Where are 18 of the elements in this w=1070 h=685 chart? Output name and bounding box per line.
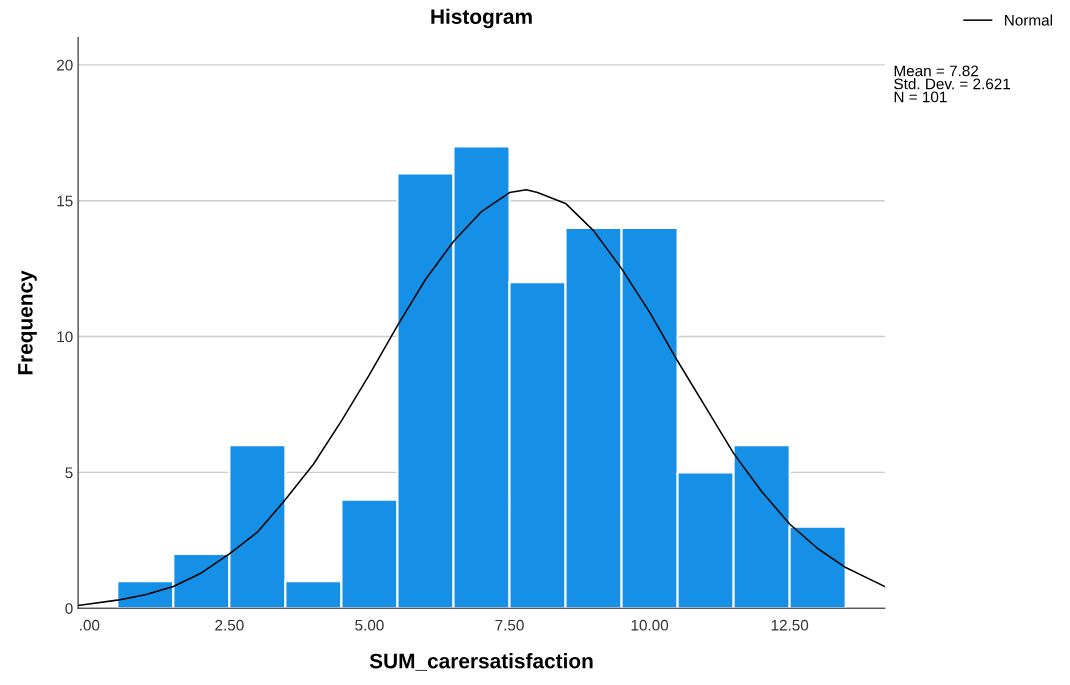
x-tick-label: 5.00	[355, 619, 384, 631]
text: Mean = 7.82	[894, 65, 979, 77]
x-tick-label: 2.50	[215, 619, 244, 631]
y-tick-label: 5	[65, 467, 73, 479]
x-tick-label: 7.50	[495, 619, 524, 631]
x-axis-title: SUM_carersatisfaction	[369, 653, 593, 671]
chart-title: Histogram	[431, 8, 532, 29]
y-axis-title: Frequency	[18, 270, 37, 375]
x-tick-label: 12.50	[771, 619, 809, 631]
x-tick-label: 10.00	[631, 619, 669, 631]
y-tick-label: 0	[65, 603, 73, 614]
text: Std. Dev. = 2.621	[894, 78, 1011, 90]
y-tick-label: 20	[57, 59, 73, 71]
y-tick-label: 15	[57, 195, 73, 207]
legend-label: Normal	[1005, 14, 1053, 26]
y-tick-label: 10	[57, 331, 73, 343]
x-tick-label: .00	[80, 619, 100, 631]
text: N = 101	[894, 91, 947, 103]
